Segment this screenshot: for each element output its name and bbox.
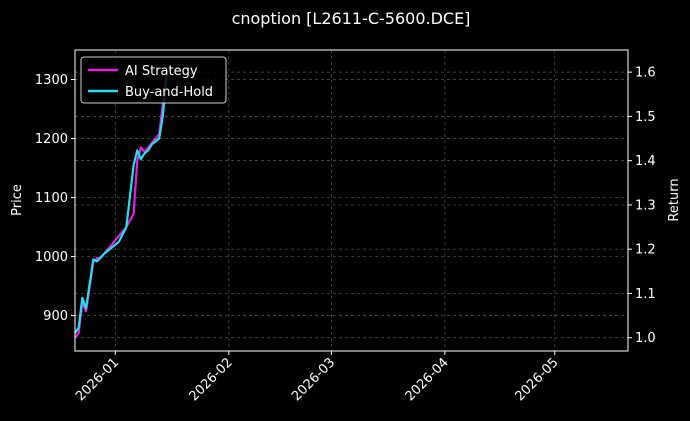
x-axis: 2026-01 2026-02 2026-03 2026-04 2026-05 xyxy=(73,351,562,404)
y-tick-label: 1200 xyxy=(35,132,68,147)
x-tick-label: 2026-01 xyxy=(73,355,122,404)
y-tick-label: 900 xyxy=(43,309,68,324)
y2-tick-label: 1.1 xyxy=(635,287,656,302)
x-tick-label: 2026-03 xyxy=(289,355,338,404)
y-axis-label: Price xyxy=(10,184,25,216)
legend-label-buy-and-hold: Buy-and-Hold xyxy=(125,85,213,100)
y2-axis-label: Return xyxy=(667,178,682,221)
y2-tick-label: 1.0 xyxy=(635,331,656,346)
legend: AI Strategy Buy-and-Hold xyxy=(80,56,227,104)
x-tick-label: 2026-04 xyxy=(403,355,452,404)
series-line-buy-and-hold xyxy=(74,76,168,334)
y2-tick-label: 1.3 xyxy=(635,198,656,213)
x-tick-label: 2026-05 xyxy=(513,355,562,404)
plot-frame xyxy=(74,49,629,352)
y2-tick-label: 1.5 xyxy=(635,110,656,125)
y2-tick-label: 1.2 xyxy=(635,243,656,258)
y2-tick-label: 1.6 xyxy=(635,66,656,81)
y-tick-label: 1300 xyxy=(35,73,68,88)
y-axis-price: 900 1000 1100 1200 1300 xyxy=(35,73,75,324)
y-axis-return: 1.0 1.1 1.2 1.3 1.4 1.5 1.6 xyxy=(628,66,656,346)
series-layer xyxy=(74,71,168,339)
x-tick-label: 2026-02 xyxy=(187,355,236,404)
y-tick-label: 1100 xyxy=(35,191,68,206)
legend-label-ai-strategy: AI Strategy xyxy=(125,64,198,79)
y-tick-label: 1000 xyxy=(35,250,68,265)
chart-title: cnoption [L2611-C-5600.DCE] xyxy=(232,9,471,28)
y2-tick-label: 1.4 xyxy=(635,154,656,169)
